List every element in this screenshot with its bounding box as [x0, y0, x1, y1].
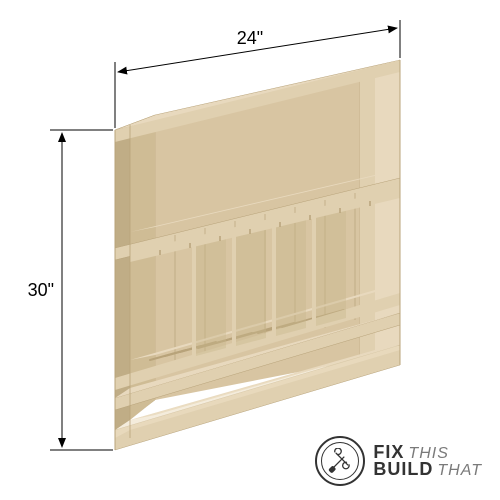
cabinet-body	[115, 60, 400, 450]
width-label: 24"	[237, 28, 263, 48]
height-label: 30"	[28, 280, 54, 300]
brand-text: FIX THIS BUILD THAT	[373, 444, 482, 478]
dimension-height: 30"	[28, 130, 113, 450]
logo-that: THAT	[437, 463, 482, 478]
logo-build: BUILD	[373, 461, 433, 478]
cabinet-diagram: 24" 30"	[0, 0, 500, 500]
brand-logo: FIX THIS BUILD THAT	[315, 436, 482, 486]
wrench-screwdriver-icon	[315, 436, 365, 486]
